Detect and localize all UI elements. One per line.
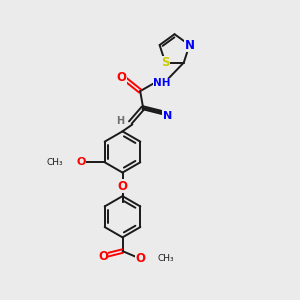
Text: O: O [76,157,86,167]
Text: O: O [118,180,128,193]
Text: O: O [116,71,127,84]
Text: H: H [116,116,124,126]
Text: O: O [135,252,145,266]
Text: CH₃: CH₃ [47,158,63,167]
Text: N: N [163,111,172,121]
Text: N: N [184,38,194,52]
Text: O: O [98,250,108,263]
Text: NH: NH [153,78,170,88]
Text: CH₃: CH₃ [158,254,175,263]
Text: S: S [161,56,170,69]
